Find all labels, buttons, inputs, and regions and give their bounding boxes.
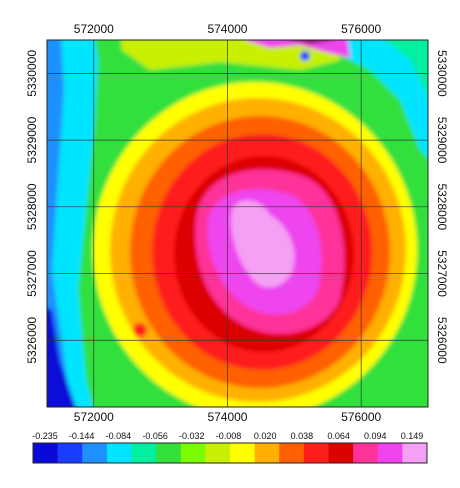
x-tick-top: 576000 [341,22,381,36]
colorbar-swatch [402,443,428,463]
colorbar-swatch [33,443,59,463]
colorbar-swatch [230,443,256,463]
colorbar-swatch [328,443,354,463]
colorbar-labels: -0.235 -0.144 -0.084 -0.056 -0.032 -0.00… [32,431,423,441]
colorbar-swatch [279,443,305,463]
colorbar-swatch [377,443,403,463]
y-tick-left: 5329000 [25,116,39,163]
north-yellow [121,40,340,70]
colorbar-swatch [353,443,379,463]
colorbar-swatch [57,443,83,463]
gridlines [47,40,428,407]
colorbar-label: -0.144 [69,431,95,441]
colorbar-swatch [303,443,329,463]
x-tick-top: 574000 [207,22,247,36]
west-red-spot [133,323,147,337]
colorbar-label: -0.056 [142,431,168,441]
y-tick-left: 5327000 [25,250,39,297]
west-blue-band [47,40,71,407]
y-tick-right: 5326000 [435,317,449,364]
plot-frame [46,39,429,408]
colorbar-label: 0.064 [327,431,350,441]
colorbar-swatch [254,443,280,463]
colorbar-label: -0.008 [216,431,242,441]
x-tick-bottom: 574000 [207,410,247,424]
x-tick-labels-bottom: 572000 574000 576000 [74,410,382,424]
colorbar-label: 0.038 [291,431,314,441]
y-tick-right: 5330000 [435,50,449,97]
contour-peak [231,200,295,288]
colorbar-label: -0.084 [106,431,132,441]
y-tick-labels-left: 5330000 5329000 5328000 5327000 5326000 [25,50,39,364]
map-plot [47,40,428,407]
colorbar-swatch [82,443,108,463]
x-tick-labels-top: 572000 574000 576000 [74,22,382,36]
colorbar-frame [32,442,428,464]
colorbar-label: 0.020 [254,431,277,441]
colorbar: -0.235 -0.144 -0.084 -0.056 -0.032 -0.00… [32,431,428,464]
y-tick-right: 5328000 [435,183,449,230]
colorbar-swatch [106,443,132,463]
y-tick-left: 5330000 [25,50,39,97]
x-tick-bottom: 576000 [341,410,381,424]
north-edge-peak [290,40,335,44]
y-tick-right: 5327000 [435,250,449,297]
northeast-teal [385,40,428,96]
y-tick-left: 5326000 [25,317,39,364]
north-edge-anomaly [245,40,350,58]
colorbar-swatch [156,443,182,463]
north-blue-spot [300,51,310,61]
colorbar-label: 0.094 [364,431,387,441]
colorbar-swatches [33,443,428,463]
colorbar-swatch [131,443,157,463]
y-tick-labels-right: 5330000 5329000 5328000 5327000 5326000 [435,50,449,364]
anomaly-field [47,40,428,407]
northeast-cyan [335,40,428,158]
colorbar-swatch [205,443,231,463]
colorbar-label: 0.149 [401,431,424,441]
x-tick-top: 572000 [74,22,114,36]
colorbar-label: -0.032 [179,431,205,441]
colorbar-label: -0.235 [32,431,58,441]
west-deep-blue [47,307,76,407]
x-tick-bottom: 572000 [74,410,114,424]
y-tick-left: 5328000 [25,183,39,230]
y-tick-right: 5329000 [435,117,449,164]
colorbar-swatch [180,443,206,463]
